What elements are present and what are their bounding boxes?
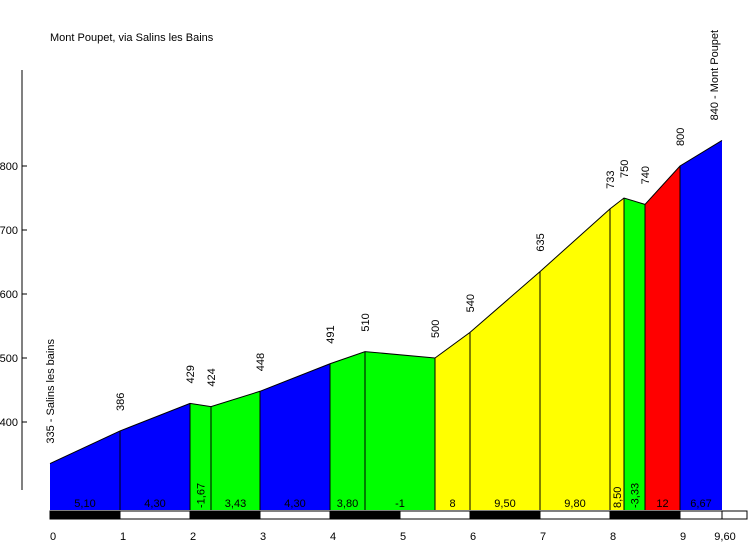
- gradient-label: 3,80: [337, 498, 358, 510]
- gradient-label: 4,30: [144, 498, 165, 510]
- segment-area: [50, 430, 120, 510]
- distance-bar-block: [329, 510, 401, 520]
- segment-area: [680, 140, 722, 510]
- x-tick-label: 8: [610, 531, 616, 543]
- elevation-label: 386: [115, 393, 127, 411]
- y-tick-label: 400: [0, 417, 18, 429]
- gradient-label: 12: [656, 498, 668, 510]
- elevation-label: 429: [185, 365, 197, 383]
- x-tick-label: 2: [190, 531, 196, 543]
- x-axis: 0 1 2 3 4 5 6 7 8 9 9,60: [50, 531, 736, 543]
- gradient-label: 6,67: [690, 498, 711, 510]
- elevation-label: 424: [206, 368, 218, 386]
- distance-bar-block: [119, 510, 191, 520]
- x-tick-label: 1: [120, 531, 126, 543]
- y-tick-label: 500: [0, 353, 18, 365]
- chart-title: Mont Poupet, via Salins les Bains: [50, 32, 214, 44]
- x-tick-label: 9,60: [714, 531, 735, 543]
- elevation-label: 750: [619, 160, 631, 178]
- gradient-label: 8: [449, 498, 455, 510]
- distance-bar: [49, 510, 748, 520]
- segment-area: [365, 351, 435, 510]
- elevation-label: 500: [430, 320, 442, 338]
- gradient-label: -1,67: [196, 483, 208, 508]
- distance-bar-block: [721, 510, 748, 520]
- segment-area: [645, 166, 680, 510]
- segment-area: [260, 363, 330, 510]
- segment-area: [211, 391, 260, 510]
- x-tick-label: 6: [470, 531, 476, 543]
- distance-bar-block: [539, 510, 611, 520]
- x-tick-label: 3: [260, 531, 266, 543]
- elevation-label: 540: [465, 294, 477, 312]
- distance-bar-block: [189, 510, 261, 520]
- gradient-label: 8,50: [612, 487, 624, 508]
- distance-bar-block: [399, 510, 471, 520]
- profile-segments: [50, 140, 722, 510]
- y-tick-label: 800: [0, 161, 18, 173]
- gradient-label: 5,10: [74, 498, 95, 510]
- gradient-label: 9,50: [494, 498, 515, 510]
- gradient-label: 9,80: [564, 498, 585, 510]
- elevation-label: 635: [535, 233, 547, 251]
- distance-bar-block: [679, 510, 723, 520]
- profile-outline: [49, 139, 723, 465]
- x-tick-label: 5: [400, 531, 406, 543]
- gradient-label: -3,33: [630, 483, 642, 508]
- x-tick-label: 0: [50, 531, 56, 543]
- elevation-label: 335 - Salins les bains: [45, 339, 57, 444]
- segment-dividers: [119, 166, 681, 510]
- segment-area: [435, 332, 470, 510]
- elevation-label: 800: [675, 128, 687, 146]
- gradient-label: -1: [395, 498, 405, 510]
- elevation-label: 733: [605, 171, 617, 189]
- gradient-label: 3,43: [225, 498, 246, 510]
- y-axis: 400 500 600 700 800: [0, 70, 27, 490]
- gradient-labels: 5,10 4,30 -1,67 3,43 4,30 3,80 -1 8 9,50 9,80 8,50…: [74, 483, 711, 510]
- elevation-label: 510: [360, 313, 372, 331]
- x-tick-label: 7: [540, 531, 546, 543]
- segment-area: [540, 208, 610, 510]
- elevation-label: 840 - Mont Poupet: [709, 30, 721, 121]
- elevation-labels: 335 - Salins les bains 386 429 424 448 491 510…: [45, 30, 721, 444]
- elevation-label: 491: [325, 325, 337, 343]
- segment-area: [624, 198, 645, 510]
- segment-area: [330, 351, 365, 510]
- distance-bar-block: [49, 510, 121, 520]
- segment-area: [610, 198, 624, 510]
- x-tick-label: 4: [330, 531, 336, 543]
- distance-bar-block: [469, 510, 541, 520]
- y-tick-label: 600: [0, 289, 18, 301]
- elevation-label: 740: [640, 166, 652, 184]
- segment-area: [120, 403, 190, 510]
- distance-bar-block: [259, 510, 331, 520]
- elevation-label: 448: [255, 353, 267, 371]
- gradient-label: 4,30: [284, 498, 305, 510]
- profile-line: [49, 139, 723, 465]
- segment-area: [190, 403, 211, 510]
- distance-bar-block: [609, 510, 681, 520]
- y-tick-label: 700: [0, 225, 18, 237]
- x-tick-label: 9: [680, 531, 686, 543]
- segment-area: [470, 271, 540, 510]
